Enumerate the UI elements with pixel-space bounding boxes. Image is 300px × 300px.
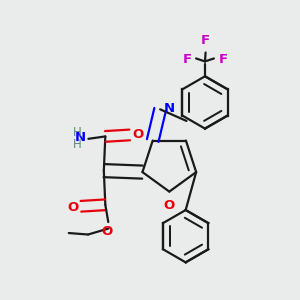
Text: O: O — [101, 225, 112, 238]
Text: F: F — [218, 52, 227, 66]
Text: N: N — [164, 102, 175, 115]
Text: F: F — [201, 34, 210, 47]
Text: H: H — [73, 126, 82, 139]
Text: O: O — [67, 201, 79, 214]
Text: N: N — [75, 131, 86, 144]
Text: H: H — [73, 138, 82, 151]
Text: O: O — [164, 199, 175, 212]
Text: O: O — [132, 128, 143, 141]
Text: F: F — [182, 52, 192, 66]
